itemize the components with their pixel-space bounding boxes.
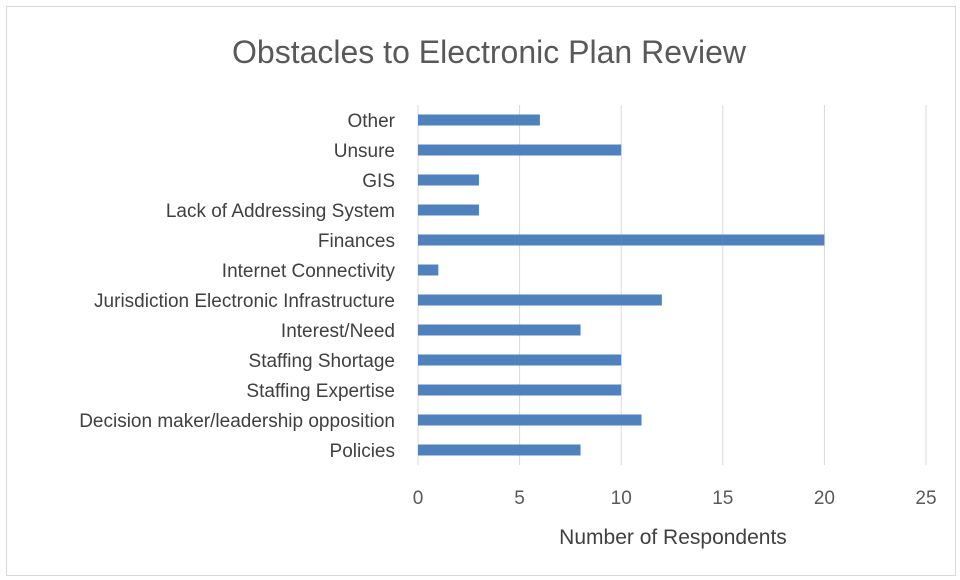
category-label: Staffing Shortage: [249, 351, 395, 372]
category-label: Finances: [318, 231, 395, 252]
bar: [418, 114, 540, 126]
bar: [418, 414, 642, 426]
bar-chart: Obstacles to Electronic Plan Review Othe…: [79, 34, 936, 549]
bar: [418, 234, 825, 246]
category-label: Policies: [330, 441, 395, 462]
bar: [418, 354, 622, 366]
x-tick-label: 20: [814, 488, 835, 509]
category-label: Lack of Addressing System: [166, 201, 395, 222]
bar: [418, 384, 622, 396]
chart-title: Obstacles to Electronic Plan Review: [232, 34, 747, 70]
bar: [418, 144, 622, 156]
bar: [418, 204, 479, 216]
category-label: Jurisdiction Electronic Infrastructure: [94, 291, 395, 312]
category-label: Unsure: [334, 141, 395, 162]
x-tick-label: 15: [712, 488, 733, 509]
x-tick-label: 5: [514, 488, 525, 509]
bar: [418, 294, 662, 306]
x-tick-label: 0: [413, 488, 424, 509]
bar: [418, 444, 581, 456]
category-label: GIS: [362, 171, 395, 192]
category-label: Decision maker/leadership opposition: [79, 411, 395, 432]
bar: [418, 264, 439, 276]
x-tick-label: 25: [915, 488, 936, 509]
bar: [418, 324, 581, 336]
chart-frame: Obstacles to Electronic Plan Review Othe…: [6, 6, 956, 576]
bar: [418, 174, 479, 186]
x-axis-title: Number of Respondents: [559, 526, 787, 549]
category-label: Internet Connectivity: [222, 261, 396, 282]
category-label: Staffing Expertise: [246, 381, 395, 402]
x-tick-label: 10: [611, 488, 632, 509]
category-label: Interest/Need: [281, 321, 395, 342]
category-label: Other: [347, 111, 395, 132]
